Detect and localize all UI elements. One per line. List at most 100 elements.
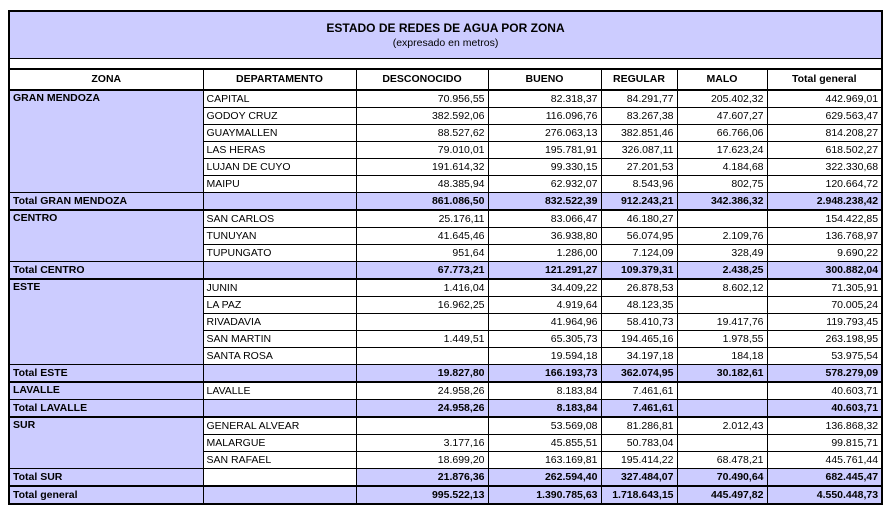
value-cell: 326.087,11 — [600, 141, 678, 159]
value-cell: 34.197,18 — [600, 347, 678, 365]
dept-cell: MALARGUE — [202, 434, 357, 452]
value-cell: 25.176,11 — [355, 209, 489, 228]
data-row: CENTRO SAN CARLOS 25.176,11 83.066,47 46.180… — [8, 209, 883, 262]
value-cell: 19.594,18 — [487, 347, 602, 365]
total-label-cell: Total GRAN MENDOZA — [8, 192, 204, 211]
dept-cell: SAN MARTIN — [202, 330, 357, 348]
zone-cell: CENTRO — [8, 209, 204, 262]
total-value-cell: 912.243,21 — [600, 192, 678, 211]
value-cell: 2.109,76 — [676, 227, 768, 245]
grand-total-value-cell: 4.550.448,73 — [766, 485, 883, 505]
total-value-cell: 832.522,39 — [487, 192, 602, 211]
value-cell: 184,18 — [676, 347, 768, 365]
value-cell: 8.543,96 — [600, 175, 678, 193]
grand-total-label-cell: Total general — [8, 485, 204, 505]
total-value-cell: 300.882,04 — [766, 261, 883, 280]
value-cell: 58.410,73 — [600, 313, 678, 331]
dept-cell: GUAYMALLEN — [202, 124, 357, 142]
total-row: Total GRAN MENDOZA 861.086,50 832.522,39 91… — [8, 192, 883, 211]
value-cell: 53.569,08 — [487, 416, 602, 435]
total-value-cell: 2.438,25 — [676, 261, 768, 280]
total-dept-cell — [202, 364, 357, 383]
value-cell: 116.096,76 — [487, 107, 602, 125]
value-cell: 17.623,24 — [676, 141, 768, 159]
total-value-cell: 70.490,64 — [676, 468, 768, 487]
data-row: LAS HERAS 79.010,01 195.781,91 326.087,11 17… — [9, 141, 883, 159]
value-cell: 7.124,09 — [600, 244, 678, 262]
dept-cell: SANTA ROSA — [202, 347, 357, 365]
total-value-cell: 578.279,09 — [766, 364, 883, 383]
value-cell: 24.958,26 — [355, 381, 489, 400]
value-cell: 82.318,37 — [487, 89, 602, 108]
value-cell: 1.286,00 — [487, 244, 602, 262]
value-cell: 62.932,07 — [487, 175, 602, 193]
total-value-cell: 7.461,61 — [600, 399, 678, 418]
value-cell: 50.783,04 — [600, 434, 678, 452]
value-cell: 120.664,72 — [766, 175, 883, 193]
value-cell: 46.180,27 — [600, 209, 678, 228]
value-cell: 68.478,21 — [676, 451, 768, 469]
column-header-row: ZONA DEPARTAMENTO DESCONOCIDO BUENO REGU… — [8, 68, 883, 91]
dept-cell: LA PAZ — [202, 296, 357, 314]
value-cell — [355, 416, 489, 435]
value-cell — [355, 347, 489, 365]
spacer-row — [8, 58, 883, 70]
value-cell: 99.815,71 — [766, 434, 883, 452]
value-cell: 88.527,62 — [355, 124, 489, 142]
dept-cell: LAVALLE — [202, 381, 357, 400]
grand-total-value-cell: 1.718.643,15 — [600, 485, 678, 505]
value-cell: 70.956,55 — [355, 89, 489, 108]
value-cell: 136.868,32 — [766, 416, 883, 435]
value-cell: 195.414,22 — [600, 451, 678, 469]
total-dept-cell — [202, 468, 357, 487]
value-cell: 83.267,38 — [600, 107, 678, 125]
dept-cell: LAS HERAS — [202, 141, 357, 159]
value-cell: 136.768,97 — [766, 227, 883, 245]
total-value-cell: 21.876,36 — [355, 468, 489, 487]
dept-cell: JUNIN — [202, 278, 357, 297]
value-cell: 442.969,01 — [766, 89, 883, 108]
value-cell: 84.291,77 — [600, 89, 678, 108]
dept-cell: RIVADAVIA — [202, 313, 357, 331]
total-row: Total CENTRO 67.773,21 121.291,27 109.379,3… — [8, 261, 883, 280]
total-label-cell: Total SUR — [8, 468, 204, 487]
dept-cell: GODOY CRUZ — [202, 107, 357, 125]
data-row: SUR GENERAL ALVEAR 53.569,08 81.286,81 2.012… — [8, 416, 883, 469]
total-value-cell: 342.386,32 — [676, 192, 768, 211]
value-cell — [355, 313, 489, 331]
column-header-desconocido: DESCONOCIDO — [355, 68, 489, 91]
table-body: GRAN MENDOZA CAPITAL 70.956,55 82.318,37 84.… — [8, 89, 883, 505]
value-cell: 802,75 — [676, 175, 768, 193]
total-value-cell: 327.484,07 — [600, 468, 678, 487]
data-row: LUJAN DE CUYO 191.614,32 99.330,15 27.201,5… — [9, 158, 883, 176]
column-header-regular: REGULAR — [600, 68, 678, 91]
data-row: ESTE JUNIN 1.416,04 34.409,22 26.878,53 8.602… — [8, 278, 883, 365]
grand-total-dept-cell — [202, 485, 357, 505]
total-value-cell: 67.773,21 — [355, 261, 489, 280]
column-header-total-general: Total general — [766, 68, 883, 91]
value-cell: 41.645,46 — [355, 227, 489, 245]
total-label-cell: Total ESTE — [8, 364, 204, 383]
title-cell: ESTADO DE REDES DE AGUA POR ZONA (expres… — [8, 10, 883, 59]
value-cell: 195.781,91 — [487, 141, 602, 159]
value-cell: 382.592,06 — [355, 107, 489, 125]
value-cell: 81.286,81 — [600, 416, 678, 435]
dept-cell: MAIPU — [202, 175, 357, 193]
value-cell — [676, 381, 768, 400]
dept-cell: TUNUYAN — [202, 227, 357, 245]
value-cell: 322.330,68 — [766, 158, 883, 176]
value-cell: 8.183,84 — [487, 381, 602, 400]
value-cell: 99.330,15 — [487, 158, 602, 176]
value-cell: 191.614,32 — [355, 158, 489, 176]
value-cell — [676, 434, 768, 452]
dept-cell: SAN CARLOS — [202, 209, 357, 228]
value-cell: 4.919,64 — [487, 296, 602, 314]
total-row: Total LAVALLE 24.958,26 8.183,84 7.461,61 40… — [8, 399, 883, 418]
total-label-cell: Total LAVALLE — [8, 399, 204, 418]
value-cell: 2.012,43 — [676, 416, 768, 435]
total-value-cell: 262.594,40 — [487, 468, 602, 487]
total-value-cell: 30.182,61 — [676, 364, 768, 383]
data-row: MAIPU 48.385,94 62.932,07 8.543,96 802,75 120… — [9, 175, 883, 193]
value-cell: 445.761,44 — [766, 451, 883, 469]
total-value-cell: 24.958,26 — [355, 399, 489, 418]
